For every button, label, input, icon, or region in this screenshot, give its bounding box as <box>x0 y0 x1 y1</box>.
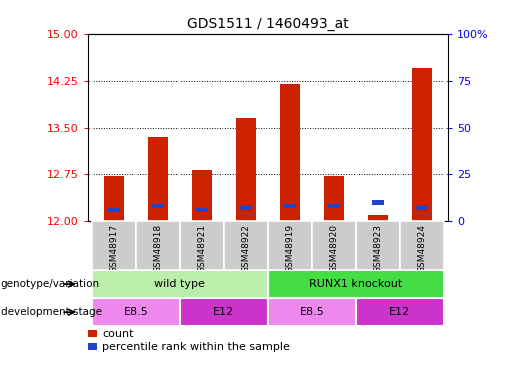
FancyBboxPatch shape <box>356 298 443 326</box>
FancyBboxPatch shape <box>136 221 180 270</box>
Bar <box>88 330 97 337</box>
Bar <box>192 170 212 221</box>
Bar <box>152 204 164 209</box>
FancyBboxPatch shape <box>356 221 400 270</box>
Bar <box>280 84 300 221</box>
Bar <box>104 176 124 221</box>
Text: GSM48918: GSM48918 <box>153 224 162 273</box>
Text: GSM48922: GSM48922 <box>242 224 250 273</box>
FancyBboxPatch shape <box>92 221 136 270</box>
Bar <box>412 68 432 221</box>
Bar <box>108 208 120 212</box>
Bar <box>88 344 97 350</box>
Text: GSM48917: GSM48917 <box>109 224 118 273</box>
Text: wild type: wild type <box>154 279 205 289</box>
Text: GSM48921: GSM48921 <box>197 224 207 273</box>
Bar <box>148 137 168 221</box>
Text: GSM48924: GSM48924 <box>417 224 426 273</box>
Text: GSM48919: GSM48919 <box>285 224 294 273</box>
Bar <box>236 118 256 221</box>
Bar <box>372 200 384 205</box>
Text: E12: E12 <box>213 307 234 317</box>
Bar <box>284 204 296 209</box>
FancyBboxPatch shape <box>180 221 224 270</box>
Bar <box>368 215 388 221</box>
FancyBboxPatch shape <box>92 298 180 326</box>
Bar <box>328 204 340 209</box>
FancyBboxPatch shape <box>268 221 312 270</box>
FancyBboxPatch shape <box>268 298 356 326</box>
Text: percentile rank within the sample: percentile rank within the sample <box>102 342 290 352</box>
FancyBboxPatch shape <box>92 270 268 298</box>
Text: E12: E12 <box>389 307 410 317</box>
Text: E8.5: E8.5 <box>124 307 148 317</box>
FancyBboxPatch shape <box>180 298 268 326</box>
Text: E8.5: E8.5 <box>299 307 324 317</box>
FancyBboxPatch shape <box>400 221 443 270</box>
Text: count: count <box>102 328 133 339</box>
Bar <box>196 208 208 212</box>
Bar <box>240 206 252 210</box>
Text: genotype/variation: genotype/variation <box>1 279 99 289</box>
Text: development stage: development stage <box>1 307 101 317</box>
FancyBboxPatch shape <box>224 221 268 270</box>
Bar <box>416 206 427 210</box>
FancyBboxPatch shape <box>312 221 356 270</box>
Text: RUNX1 knockout: RUNX1 knockout <box>309 279 402 289</box>
Title: GDS1511 / 1460493_at: GDS1511 / 1460493_at <box>187 17 349 32</box>
Text: GSM48923: GSM48923 <box>373 224 382 273</box>
Text: GSM48920: GSM48920 <box>329 224 338 273</box>
FancyBboxPatch shape <box>268 270 443 298</box>
Bar <box>324 176 344 221</box>
